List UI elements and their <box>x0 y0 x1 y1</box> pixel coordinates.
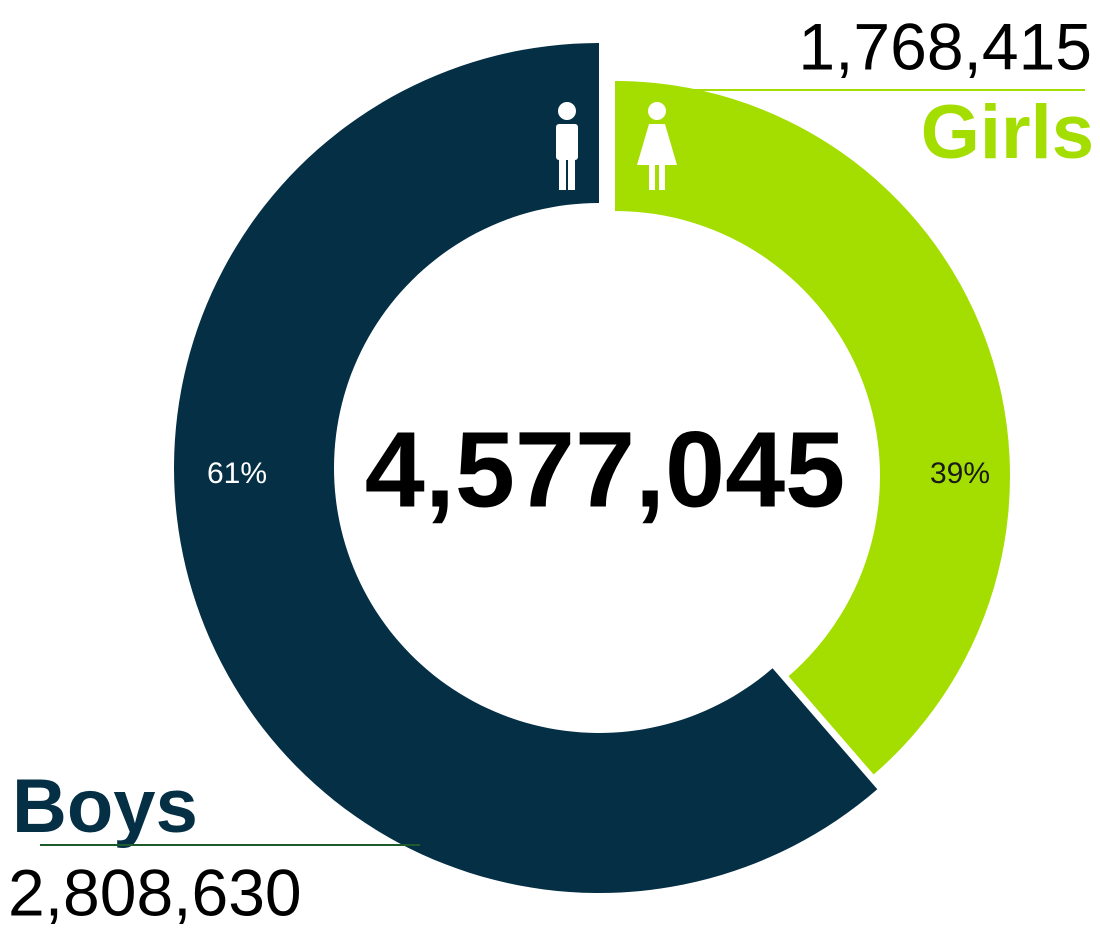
icons <box>556 102 677 190</box>
percentage-label: 39% <box>930 457 990 490</box>
category-value: 2,808,630 <box>8 855 302 929</box>
donut-segment <box>173 43 878 894</box>
total-label: 4,577,045 <box>365 409 845 530</box>
girl-icon <box>637 102 677 190</box>
category-name: Girls <box>921 90 1094 175</box>
percentage-label: 61% <box>207 457 267 490</box>
boy-icon <box>556 102 578 190</box>
donut-segment <box>615 81 1010 775</box>
category-name: Boys <box>12 764 198 849</box>
category-value: 1,768,415 <box>798 9 1092 83</box>
